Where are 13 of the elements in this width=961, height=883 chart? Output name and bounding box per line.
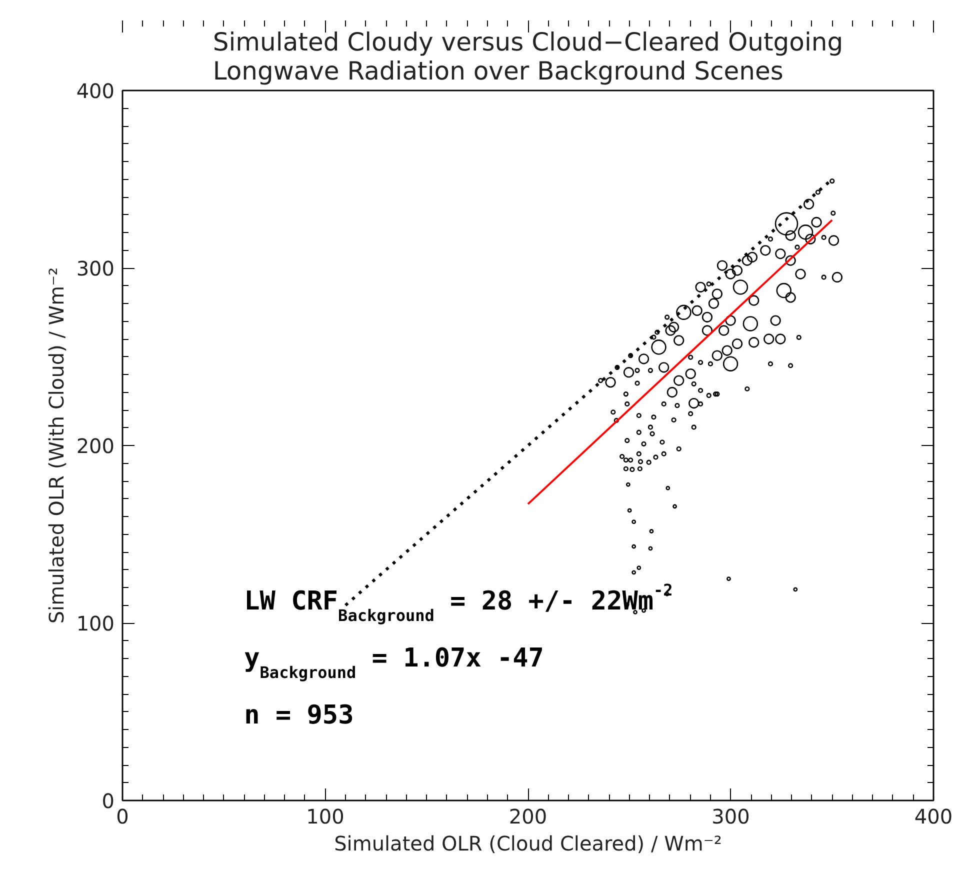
x-tick-label: 400 — [914, 804, 953, 828]
y-axis-title: Simulated OLR (With Cloud) / Wm⁻² — [44, 267, 68, 624]
x-tick-label: 200 — [508, 804, 548, 828]
y-tick-label: 400 — [76, 79, 115, 103]
x-axis-title: Simulated OLR (Cloud Cleared) / Wm⁻² — [334, 832, 722, 856]
chart-title: Simulated Cloudy versus Cloud−Cleared Outgoing Longwave Radiation over Background Scenes — [212, 28, 844, 86]
y-tick-label: 100 — [76, 612, 115, 636]
y-tick-label: 0 — [102, 789, 115, 813]
y-tick-label: 300 — [76, 256, 115, 280]
annotation: n = 953 — [244, 700, 354, 730]
x-tick-label: 300 — [712, 804, 750, 828]
x-tick-label: 100 — [306, 804, 344, 828]
y-tick-label: 200 — [76, 434, 115, 458]
